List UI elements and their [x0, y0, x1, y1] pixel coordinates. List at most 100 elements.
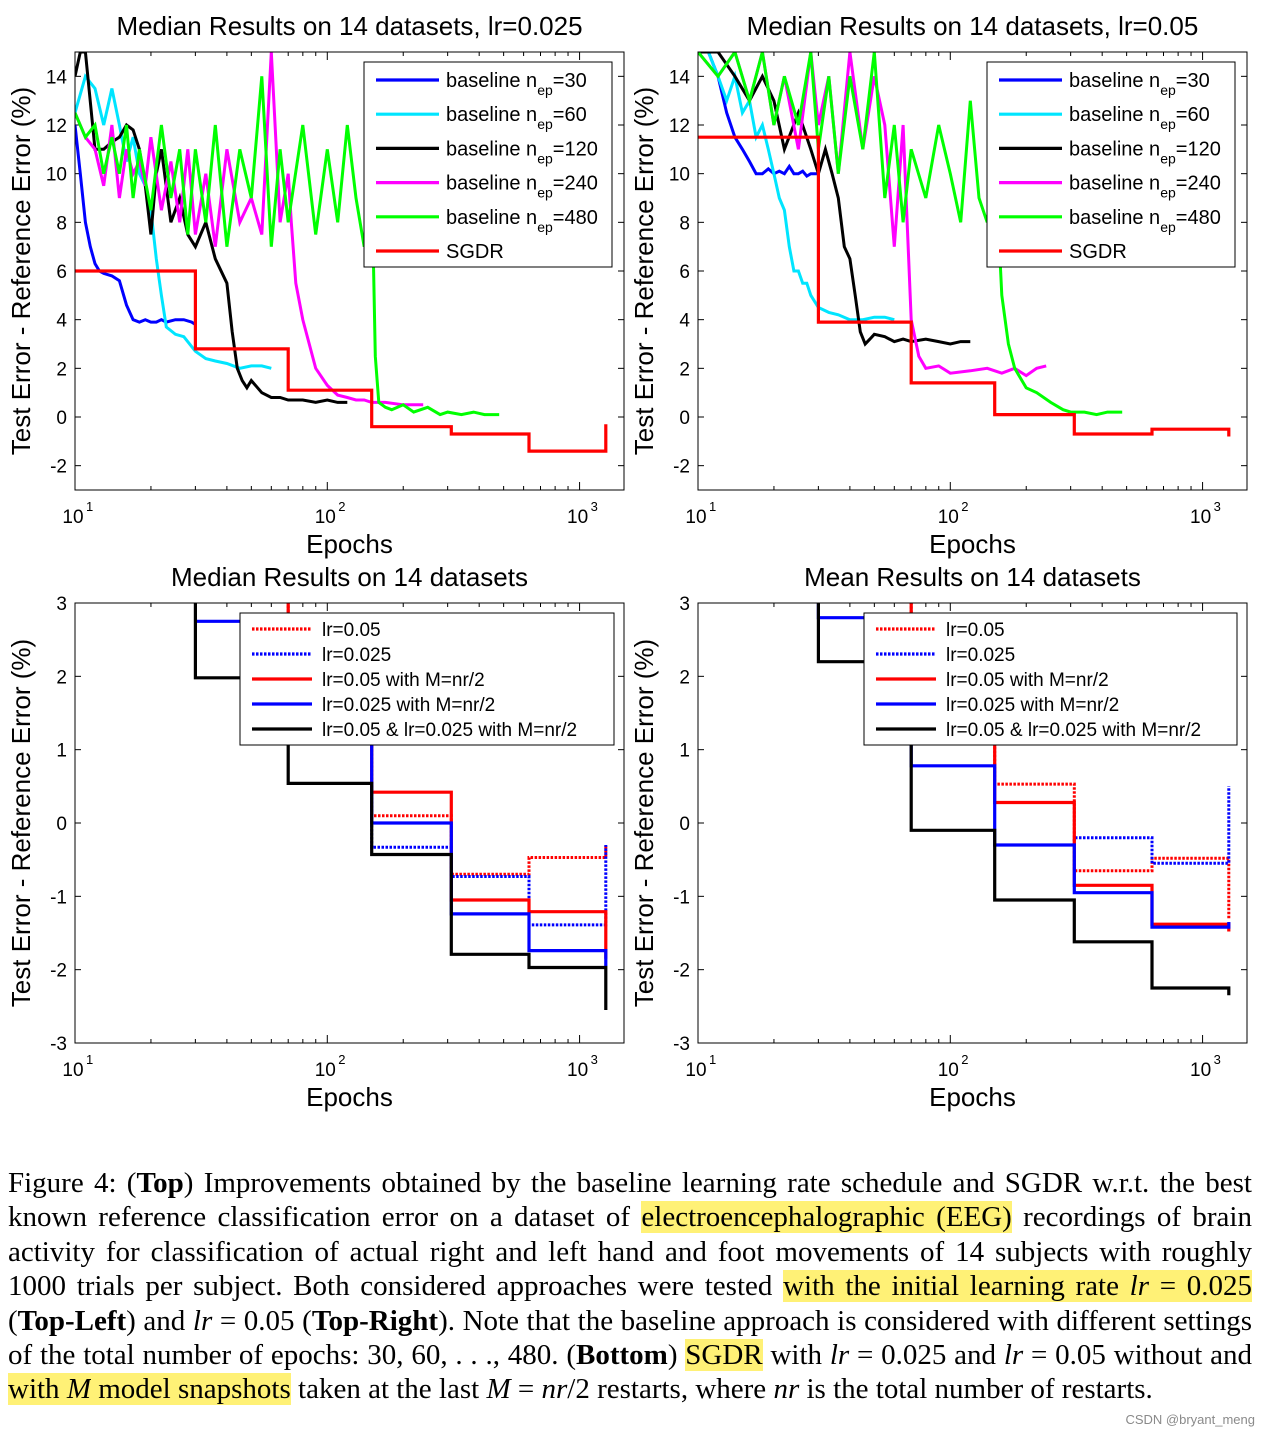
legend-value: =240: [553, 173, 598, 195]
y-tick-label: 10: [669, 165, 690, 186]
series-line-2: [370, 713, 608, 927]
y-tick-label: 10: [46, 165, 67, 186]
caption-part: Top: [136, 1167, 184, 1199]
x-tick-label: 10: [685, 507, 706, 528]
watermark: CSDN @bryant_meng: [1125, 1412, 1255, 1427]
caption-part: ): [667, 1339, 686, 1372]
caption-part: (: [8, 1304, 18, 1337]
legend-label-3: lr=0.05 with M=nr/2: [946, 670, 1109, 691]
x-tick-exponent: 3: [591, 1052, 598, 1067]
legend-subscript: ep: [537, 185, 553, 201]
legend-label-4: lr=0.025 with M=nr/2: [946, 695, 1119, 716]
x-axis-label: Epochs: [929, 529, 1016, 559]
legend-subscript: ep: [1160, 82, 1176, 98]
legend-label-2: lr=0.025: [946, 645, 1015, 666]
y-tick-label: 2: [56, 359, 67, 380]
chart-title: Median Results on 14 datasets: [171, 562, 528, 592]
caption-part: = 0.025 and: [849, 1339, 1004, 1372]
y-tick-label: 1: [56, 741, 67, 762]
y-tick-label: 2: [679, 359, 690, 380]
chart-title: Median Results on 14 datasets, lr=0.025: [116, 11, 582, 41]
y-tick-label: 0: [679, 814, 690, 835]
x-axis-label: Epochs: [306, 529, 393, 559]
x-tick-label: 10: [315, 507, 336, 528]
series-line-2: [698, 52, 895, 322]
caption-part: lr: [1129, 1270, 1149, 1303]
plot-frame: [74, 602, 625, 1044]
y-tick-label: 4: [679, 311, 690, 332]
y-tick-label: 12: [46, 116, 67, 137]
x-tick-label: 10: [62, 507, 83, 528]
legend: lr=0.05 lr=0.025 lr=0.05 with M=nr/2 lr=0.0…: [239, 612, 615, 746]
y-axis-label: Test Error - Reference Error (%): [629, 87, 659, 455]
y-tick-label: -2: [50, 457, 67, 478]
legend-box: [986, 61, 1236, 268]
caption-part: Top-Right: [311, 1304, 439, 1337]
y-tick-label: -1: [673, 887, 690, 908]
y-axis-label: Test Error - Reference Error (%): [6, 87, 36, 455]
x-tick-label: 10: [62, 1060, 83, 1081]
legend-label-3: lr=0.05 with M=nr/2: [322, 670, 485, 691]
caption-part: with the initial learning rate: [783, 1270, 1130, 1303]
caption-part: M: [486, 1373, 511, 1406]
y-tick-label: 4: [56, 311, 67, 332]
legend-label-5: lr=0.05 & lr=0.025 with M=nr/2: [322, 720, 577, 741]
x-tick-exponent: 1: [709, 1052, 716, 1067]
caption-part: Figure 4: (: [8, 1167, 137, 1199]
chart-panel-4: Mean Results on 14 datasets-3-2-10123101…: [629, 562, 1248, 1112]
caption-part: ). Note that the baseline approach is co…: [8, 1304, 1252, 1372]
x-tick-exponent: 2: [961, 499, 968, 514]
chart-panel-2: Median Results on 14 datasets, lr=0.05 -2…: [629, 11, 1248, 559]
y-tick-label: 8: [56, 213, 67, 234]
legend-value: =240: [1176, 173, 1221, 195]
legend: lr=0.05 lr=0.025 lr=0.05 with M=nr/2 lr=0.0…: [863, 612, 1238, 746]
series-line-2: [75, 73, 272, 370]
figure-caption: Figure 4: (Top) Improvements obtained by…: [8, 1166, 1252, 1407]
series-group: [698, 52, 1231, 437]
x-tick-label: 10: [685, 1060, 706, 1081]
legend-value: =120: [1176, 138, 1221, 160]
y-tick-label: -1: [50, 887, 67, 908]
series-line-1: [75, 124, 197, 326]
legend-value: =60: [553, 104, 587, 126]
caption-part: electroencephalographic (EEG): [641, 1201, 1012, 1234]
x-tick-exponent: 1: [709, 499, 716, 514]
caption-part: = 0.05 without and: [1023, 1339, 1253, 1372]
x-tick-label: 10: [938, 1060, 959, 1081]
caption-part: nr: [773, 1373, 800, 1406]
legend-label-5: lr=0.05 & lr=0.025 with M=nr/2: [946, 720, 1201, 741]
x-axis-label: Epochs: [929, 1082, 1016, 1112]
y-tick-label: 0: [56, 408, 67, 429]
caption-part: ) and: [126, 1304, 193, 1337]
y-axis-label: Test Error - Reference Error (%): [6, 639, 36, 1007]
legend-label-6: SGDR: [1069, 241, 1127, 263]
y-tick-label: 0: [56, 814, 67, 835]
legend-value: =480: [1176, 207, 1221, 229]
legend-box: [363, 61, 613, 268]
series-line-6: [698, 135, 1231, 437]
caption-part: =: [510, 1373, 542, 1406]
caption-part: /2 restarts, where: [567, 1373, 774, 1406]
y-tick-label: 2: [56, 667, 67, 688]
x-tick-label: 10: [567, 507, 588, 528]
legend-value: =30: [1176, 70, 1210, 92]
y-tick-label: -3: [50, 1034, 67, 1055]
caption-part: = 0.025: [1149, 1270, 1252, 1303]
legend-subscript: ep: [1160, 150, 1176, 166]
legend-subscript: ep: [1160, 185, 1176, 201]
plot-frame: [697, 51, 1248, 491]
x-tick-label: 10: [567, 1060, 588, 1081]
caption-part: SGDR: [685, 1339, 763, 1372]
caption-part: model snapshots: [90, 1373, 291, 1406]
legend-label-1: lr=0.05: [322, 620, 381, 641]
legend-label-6: SGDR: [446, 241, 504, 263]
series-line-3: [75, 52, 348, 404]
legend-label-2: lr=0.025: [322, 645, 391, 666]
x-tick-label: 10: [1190, 1060, 1211, 1081]
x-tick-exponent: 2: [338, 499, 345, 514]
x-tick-label: 10: [1190, 507, 1211, 528]
legend-subscript: ep: [537, 116, 553, 132]
figure-charts: Median Results on 14 datasets, lr=0.025 -…: [6, 11, 1248, 1112]
series-group: [75, 52, 608, 453]
